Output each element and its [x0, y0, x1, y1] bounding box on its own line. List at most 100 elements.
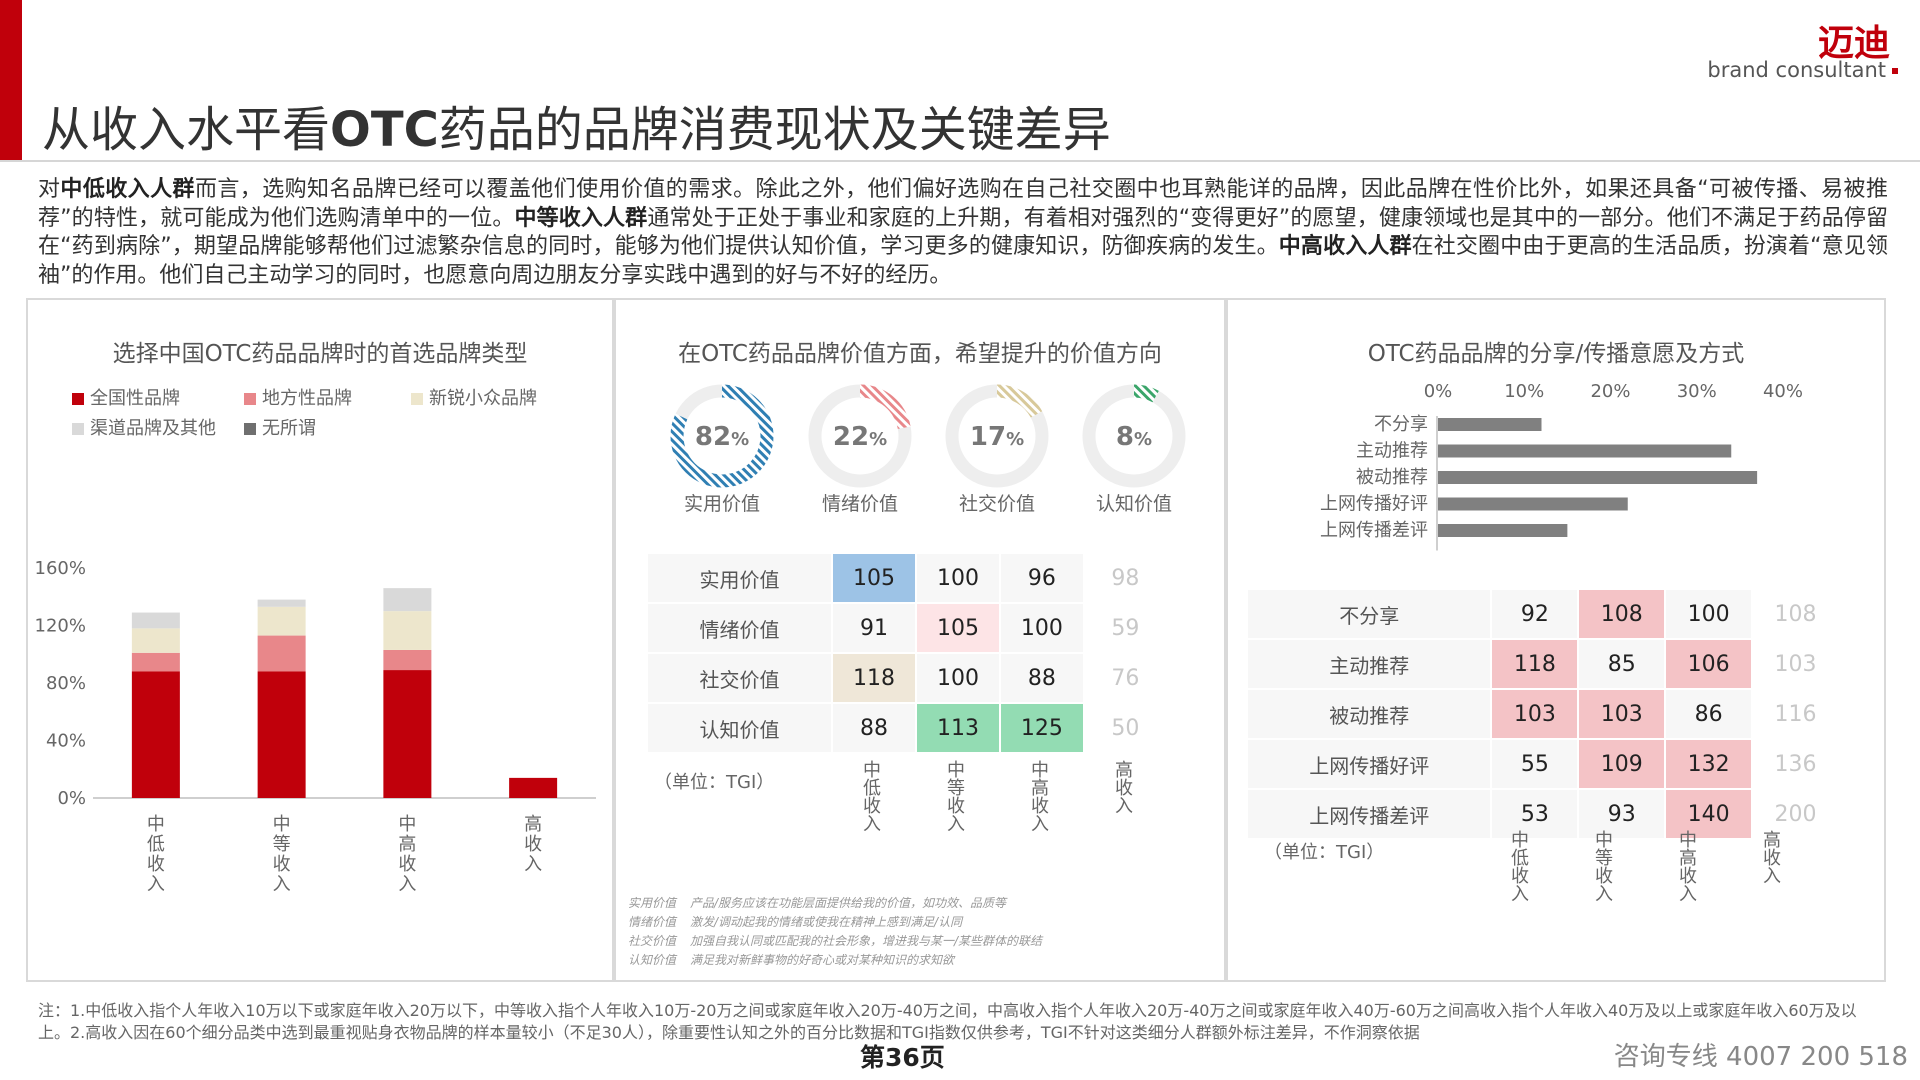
- column-header-char: 高: [1031, 778, 1049, 799]
- column-header-char: 中: [1595, 830, 1613, 851]
- definition-row: 情绪价值 激发/调动起我的情绪或使我在精神上感到满足/认同: [628, 913, 1042, 932]
- intro-text: 通常处于正处于事业和家庭的上升期，有着相对强烈的“变得更好”的愿望，健康领域也是…: [38, 205, 1888, 260]
- table-row: 情绪价值 91 105 100 59: [645, 602, 1169, 654]
- bar-segment: [383, 611, 432, 650]
- legend-item: 新锐小众品牌: [411, 384, 537, 410]
- value-definitions: 实用价值 产品/服务应该在功能层面提供给我的价值，如功效、品质等 情绪价值 激发/调动…: [628, 894, 1042, 970]
- legend-swatch: [72, 393, 84, 405]
- x-tick-label: 收: [273, 854, 291, 875]
- column-header-char: 收: [1031, 796, 1049, 817]
- column-header-char: 等: [1595, 848, 1613, 869]
- logo-square-icon: [1892, 68, 1898, 74]
- definition-term: 实用价值: [628, 896, 677, 910]
- table-cell: 88: [998, 652, 1085, 704]
- column-header-char: 收: [947, 796, 965, 817]
- table-cell: 105: [915, 602, 1001, 654]
- donut-label: 实用价值: [684, 493, 760, 514]
- column-header-char: 低: [1511, 848, 1529, 869]
- title-bold-part: OTC: [330, 102, 439, 158]
- legend-swatch: [244, 423, 256, 435]
- x-tick-label: 0%: [1424, 381, 1453, 402]
- panel-title: OTC药品品牌的分享/传播意愿及方式: [1367, 341, 1745, 367]
- table-cell: 100: [915, 552, 1001, 604]
- bar-segment: [383, 649, 432, 671]
- unit-label: （单位：TGI）: [654, 772, 775, 793]
- x-tick-label: 入: [147, 874, 165, 895]
- column-header-char: 中: [1511, 830, 1529, 851]
- x-tick-label: 低: [147, 834, 165, 855]
- bar: [1438, 444, 1732, 458]
- legend-label: 地方性品牌: [262, 388, 352, 409]
- column-header: 中低收入: [862, 762, 882, 834]
- table-cell: 108: [1577, 588, 1667, 640]
- table-cell: 76: [1082, 652, 1169, 704]
- table-cell: 116: [1751, 688, 1840, 740]
- column-header-char: 中: [863, 760, 881, 781]
- legend-swatch: [72, 423, 84, 435]
- table-cell: 109: [1577, 738, 1667, 790]
- legend-item: 地方性品牌: [244, 384, 352, 410]
- table-cell: 55: [1490, 738, 1580, 790]
- x-tick-label: 入: [273, 874, 291, 895]
- table-cell: 200: [1751, 788, 1840, 840]
- x-tick-label: 20%: [1590, 381, 1630, 402]
- column-header: 中高收入: [1678, 832, 1698, 904]
- column-header-char: 低: [863, 778, 881, 799]
- x-tick-label: 中: [273, 814, 291, 835]
- tgi-table-value: 实用价值 105 100 96 98 情绪价值 91 105 100 59 社交价值 118 100 88…: [645, 552, 1169, 754]
- legend-label: 无所谓: [262, 418, 316, 439]
- definition-term: 情绪价值: [628, 915, 677, 929]
- unit-label: （单位：TGI）: [1264, 842, 1385, 863]
- donut-arc: [670, 384, 774, 488]
- table-cell: 103: [1490, 688, 1580, 740]
- table-cell: 50: [1082, 702, 1169, 754]
- table-cell: 86: [1664, 688, 1754, 740]
- legend-label: 渠道品牌及其他: [90, 418, 216, 439]
- brand-tagline: brand consultant: [1707, 58, 1886, 82]
- column-header-char: 收: [1511, 866, 1529, 887]
- table-cell: 85: [1577, 638, 1667, 690]
- column-header-char: 高: [1679, 848, 1697, 869]
- table-cell: 132: [1664, 738, 1754, 790]
- table-cell: 136: [1751, 738, 1840, 790]
- table-cell: 96: [998, 552, 1085, 604]
- row-label: 社交价值: [645, 652, 834, 704]
- intro-highlight: 中高收入人群: [1278, 234, 1412, 259]
- x-tick-label: 收: [398, 854, 416, 875]
- definition-text: 加强自我认同或匹配我的社会形象，增进我与某一/某些群体的联结: [690, 934, 1043, 948]
- bar: [1438, 471, 1758, 484]
- y-tick-label: 120%: [35, 616, 86, 637]
- bar: [1438, 418, 1542, 431]
- x-tick-label: 30%: [1677, 381, 1717, 402]
- table-cell: 100: [998, 602, 1085, 654]
- column-header: 中等收入: [946, 762, 966, 834]
- column-header-char: 高: [1763, 830, 1781, 851]
- legend-label: 新锐小众品牌: [429, 388, 537, 409]
- donut-arc: [808, 384, 912, 488]
- y-tick-label: 不分享: [1374, 414, 1428, 435]
- row-label: 上网传播好评: [1245, 738, 1493, 790]
- column-header-char: 收: [1115, 778, 1133, 799]
- bar-segment: [257, 671, 306, 798]
- table-cell: 93: [1577, 788, 1667, 840]
- panel-value-direction: 在OTC药品品牌价值方面，希望提升的价值方向 82% 实用价值 22% 情绪价值 17%…: [614, 298, 1226, 982]
- definition-text: 激发/调动起我的情绪或使我在精神上感到满足/认同: [690, 915, 963, 929]
- row-label: 认知价值: [645, 702, 834, 754]
- table-row: 主动推荐 118 85 106 103: [1245, 638, 1840, 690]
- column-header: 中等收入: [1594, 832, 1614, 904]
- bar-segment: [131, 671, 180, 798]
- legend-item: 全国性品牌: [72, 384, 180, 410]
- table-cell: 108: [1751, 588, 1840, 640]
- column-header-char: 入: [947, 814, 965, 835]
- y-tick-label: 主动推荐: [1356, 441, 1428, 462]
- donut-label: 社交价值: [959, 493, 1035, 514]
- bar-segment: [131, 628, 180, 653]
- column-header-char: 中: [1031, 760, 1049, 781]
- column-header-char: 入: [1595, 884, 1613, 905]
- row-label: 不分享: [1245, 588, 1493, 640]
- table-row: 上网传播好评 55 109 132 136: [1245, 738, 1840, 790]
- tgi-table-sharing: 不分享 92 108 100 108 主动推荐 118 85 106 103 被动推荐 103 103 8…: [1245, 588, 1840, 840]
- table-cell: 118: [1490, 638, 1580, 690]
- column-header: 高收入: [1762, 832, 1782, 886]
- bar-segment: [131, 612, 180, 629]
